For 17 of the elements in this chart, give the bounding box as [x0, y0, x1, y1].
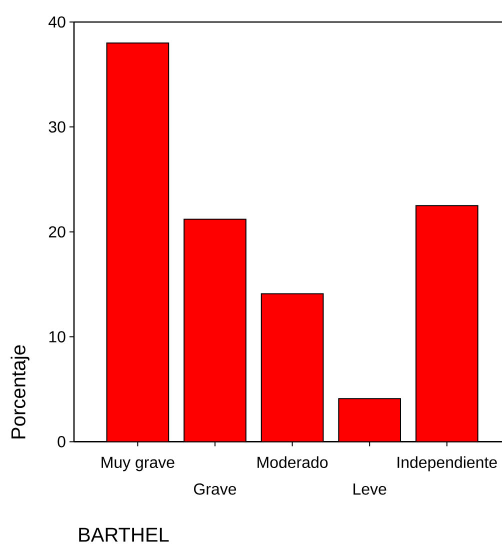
x-tick-label: Independiente [398, 456, 497, 472]
y-tick-label: 30 [48, 121, 66, 133]
y-tick-label: 0 [58, 436, 66, 448]
y-tick-label: 20 [48, 226, 66, 238]
bar [184, 218, 246, 442]
y-tick-label: 40 [48, 16, 66, 28]
x-tick-label: Leve [354, 484, 386, 495]
bar [106, 42, 170, 442]
x-axis-title: BARTHEL [79, 528, 169, 542]
x-tick-label: Grave [194, 483, 236, 495]
x-tick-label: Moderado [258, 456, 328, 468]
y-axis-title: Porcentaje [10, 345, 30, 438]
y-tick-label: 10 [49, 331, 66, 342]
bar [415, 205, 478, 442]
x-tick-label: Muy grave [102, 456, 174, 472]
bar [260, 293, 324, 442]
bar [338, 398, 402, 442]
